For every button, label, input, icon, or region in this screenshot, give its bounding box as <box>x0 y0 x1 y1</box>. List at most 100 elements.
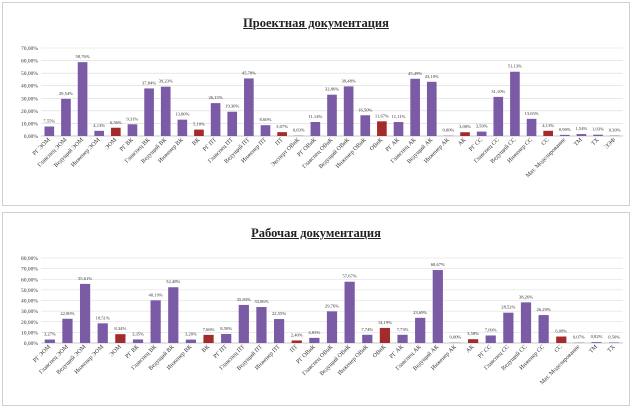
data-label: 18,51% <box>96 315 110 321</box>
data-label: 29,76% <box>325 303 339 309</box>
data-label: 58,76% <box>75 54 89 60</box>
data-label: 37,84% <box>142 80 156 86</box>
category-label: Ведущий ЭОМ <box>55 343 88 376</box>
data-label: 35,83% <box>237 297 251 303</box>
data-label: 0,30% <box>609 128 621 134</box>
bar <box>485 335 496 343</box>
data-label: 3,58% <box>467 331 479 337</box>
category-label: ТХ <box>591 137 601 147</box>
data-label: 6,08% <box>555 329 567 335</box>
bar <box>377 121 387 136</box>
category-label: ЭОМ <box>104 137 118 151</box>
bar <box>260 125 271 136</box>
category-label: СС <box>541 137 551 147</box>
bar <box>160 86 171 136</box>
bar <box>168 287 179 343</box>
y-tick-label: 70,00% <box>21 267 38 273</box>
bar <box>538 315 549 343</box>
bar <box>177 119 188 136</box>
bar <box>97 323 108 343</box>
category-label: Главспец ОВиК <box>302 343 335 376</box>
bar <box>593 134 603 136</box>
bar <box>144 88 154 136</box>
chart-title-working: Рабочая документация <box>251 226 381 240</box>
bar <box>415 317 426 343</box>
data-label: 13,00% <box>175 112 189 118</box>
data-label: 38,26% <box>519 294 533 300</box>
y-tick-label: 0,00% <box>24 134 39 140</box>
data-label: 8,50% <box>220 326 232 332</box>
category-label: ПТ <box>289 344 299 354</box>
data-label: 1,03% <box>592 127 604 133</box>
data-label: 39,48% <box>342 78 356 84</box>
data-label: 29,54% <box>59 91 73 97</box>
data-label: 11,14% <box>308 114 322 120</box>
data-label: 26,29% <box>537 307 551 313</box>
y-tick-label: 20,00% <box>21 320 38 326</box>
y-tick-label: 60,00% <box>21 277 38 283</box>
data-label: 52,48% <box>166 279 180 285</box>
data-label: 43,10% <box>425 74 439 80</box>
data-label: 22,55% <box>272 311 286 317</box>
bar <box>476 131 487 136</box>
bar <box>44 339 55 343</box>
bar <box>393 122 404 136</box>
bar <box>277 132 287 136</box>
data-label: 3,07% <box>276 124 288 130</box>
bar <box>432 270 443 343</box>
y-tick-label: 30,00% <box>21 96 38 102</box>
data-label: 7,66% <box>203 327 215 333</box>
bar <box>397 334 408 343</box>
y-tick-label: 80,00% <box>21 256 38 262</box>
bar <box>61 98 71 136</box>
category-label: ТХ <box>607 344 617 354</box>
data-label: 0,90% <box>559 127 571 133</box>
data-label: 68,67% <box>431 262 445 268</box>
bar <box>543 130 553 136</box>
y-tick-label: 70,00% <box>21 46 38 52</box>
y-tick-label: 20,00% <box>21 109 38 115</box>
data-label: 8,60% <box>260 117 272 123</box>
data-label: 40,19% <box>149 292 163 298</box>
bar <box>493 96 504 136</box>
y-tick-label: 30,00% <box>21 309 38 315</box>
bar <box>503 312 514 343</box>
data-label: 57,67% <box>343 274 357 280</box>
data-label: 4,13% <box>93 123 105 129</box>
bar <box>244 78 254 136</box>
bar <box>291 340 302 343</box>
y-tick-label: 40,00% <box>21 299 38 305</box>
bar <box>426 81 437 136</box>
category-label: Ведущий ЭОМ <box>53 136 86 169</box>
bar <box>379 327 391 343</box>
bar <box>44 126 55 136</box>
category-label: ЭЭФ <box>604 137 617 150</box>
category-label: Инженер ЭОМ <box>70 137 102 169</box>
category-label: ПТ <box>275 137 285 147</box>
category-label: РГ АК <box>389 343 406 360</box>
y-tick-label: 0,00% <box>24 341 39 347</box>
data-label: 3,27% <box>44 332 56 338</box>
data-label: 33,86% <box>254 299 268 305</box>
chart-panel-working: Рабочая документация 0,00% 10,00% 20,00% 30… <box>2 212 630 406</box>
data-label: 14,19% <box>378 320 392 326</box>
data-label: 51,13% <box>508 64 522 70</box>
data-label: 55,61% <box>78 276 92 282</box>
chart-working: 0,00% 10,00% 20,00% 30,00% 40,00% 50,00% 60,00… <box>21 256 623 386</box>
chart-project: 0,00% 10,00% 20,00% 30,00% 40,00% 50,00% 60,00… <box>21 46 623 179</box>
chart-title-project: Проектная документация <box>243 16 389 30</box>
bar <box>591 342 602 343</box>
data-label: 0,03% <box>293 128 305 134</box>
bar <box>273 319 285 343</box>
category-label: ВК <box>201 343 212 354</box>
data-label: 9,31% <box>127 116 139 122</box>
category-label: РГ СС <box>477 344 493 360</box>
bar <box>327 94 337 136</box>
bar <box>410 78 420 136</box>
data-label: 7,73% <box>397 327 409 333</box>
data-label: 7,74% <box>361 327 373 333</box>
bar <box>326 311 338 343</box>
bar <box>360 115 371 136</box>
bar <box>609 342 620 343</box>
y-tick-label: 60,00% <box>21 59 38 65</box>
